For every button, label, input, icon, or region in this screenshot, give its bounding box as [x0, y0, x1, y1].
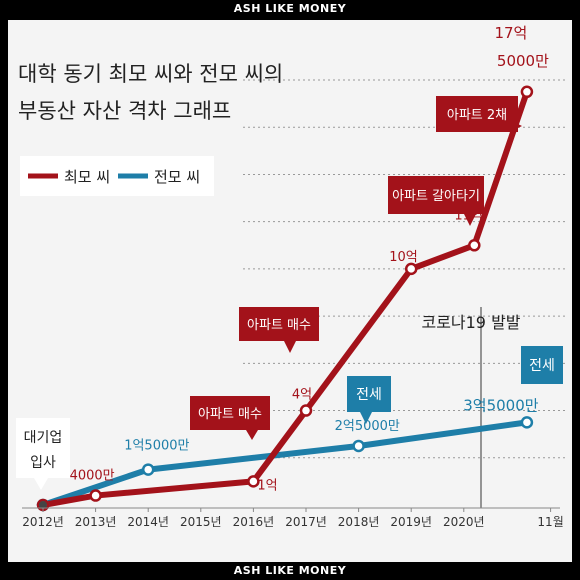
annotation-jeonse-nov-label: 전세 — [529, 358, 555, 374]
annotation-apt-buy-2016-pointer — [246, 430, 258, 440]
x-tick-label: 2020년 — [443, 515, 485, 529]
data-point-choi-3 — [299, 404, 313, 417]
x-axis: 2012년 2013년 2014년 2015년 2016년 2017년 2018년 2019년… — [22, 507, 564, 529]
legend: 최모 씨 전모 씨 — [20, 156, 214, 196]
top-banner: ASH LIKE MONEY — [0, 0, 580, 18]
data-point-start — [39, 501, 47, 509]
bottom-banner: ASH LIKE MONEY — [0, 562, 580, 580]
asset-gap-chart: 대학 동기 최모 씨와 전모 씨의 부동산 자산 격차 그래프 최모 씨 전모 … — [16, 24, 568, 529]
x-tick-label: 2017년 — [285, 515, 327, 529]
annotation-apt-two-box — [436, 96, 518, 132]
value-label-jeon-2014: 1억5000만 — [124, 439, 189, 454]
data-point-choi-4 — [404, 262, 418, 276]
x-tick-label: 2018년 — [338, 515, 380, 529]
annotation-apt-switch-box — [388, 176, 484, 214]
annotation-jeonse-2018-pointer — [360, 412, 372, 424]
annotation-apt-switch: 아파트 갈아타기 — [388, 176, 484, 226]
annotation-apt-two: 아파트 2채 — [436, 96, 522, 132]
annotation-jeonse-2018-label: 전세 — [356, 387, 382, 403]
data-point-jeon-3 — [520, 416, 534, 429]
legend-label-jeon: 전모 씨 — [154, 168, 200, 186]
value-label-choi-2017: 4억 — [292, 388, 312, 403]
data-point-choi-6 — [520, 85, 534, 99]
annotation-apt-two-pointer — [510, 120, 522, 132]
x-tick-label: 11월 — [537, 515, 563, 529]
annotation-apt-two-label: 아파트 2채 — [447, 108, 507, 123]
annotation-apt-buy-2016: 아파트 매수 — [190, 396, 270, 440]
annotation-jeonse-nov: 전세 — [521, 346, 563, 384]
chart-title-line-2: 부동산 자산 격차 그래프 — [18, 99, 231, 123]
x-tick-label: 2013년 — [75, 515, 117, 529]
annotation-apt-buy-2017: 아파트 매수 — [239, 307, 319, 353]
series-line-jeon — [42, 419, 528, 508]
value-label-choi-2019: 10억 — [389, 250, 418, 265]
data-point-choi-1 — [89, 489, 102, 502]
value-label-choi-2016: 1억 — [257, 478, 277, 493]
annotation-apt-buy-2017-pointer — [284, 341, 296, 353]
annotation-hire-line-1: 대기업 — [24, 430, 63, 446]
annotation-apt-buy-2017-box — [239, 307, 319, 341]
data-point-choi-2 — [247, 475, 260, 488]
annotation-hire-line-2: 입사 — [30, 455, 56, 471]
x-tick-label: 2012년 — [22, 515, 64, 529]
annotation-jeonse-2018-box — [347, 376, 391, 412]
data-point-jeon-1 — [141, 463, 155, 476]
series-layer — [36, 85, 534, 512]
annotation-apt-switch-pointer — [464, 214, 476, 226]
x-tick-label: 2014년 — [127, 515, 169, 529]
annotation-apt-buy-2016-label: 아파트 매수 — [198, 407, 262, 422]
annotation-jeonse-nov-box — [521, 346, 563, 384]
annotation-covid-label: 코로나19 발발 — [421, 313, 520, 332]
series-line-choi — [42, 90, 530, 508]
value-label-choi-2013: 4000만 — [70, 469, 115, 484]
legend-label-choi: 최모 씨 — [64, 168, 110, 186]
annotation-apt-buy-2017-label: 아파트 매수 — [247, 318, 311, 333]
annotation-hire-pointer — [34, 478, 48, 490]
value-label-choi-nov-2: 5000만 — [497, 52, 549, 70]
value-label-jeon-2018: 2억5000만 — [335, 419, 400, 434]
value-label-jeon-nov: 3억5000만 — [463, 396, 539, 414]
x-tick-label: 2019년 — [390, 515, 432, 529]
data-point-jeon-2 — [352, 439, 365, 453]
chart-title-line-1: 대학 동기 최모 씨와 전모 씨의 — [18, 62, 283, 86]
chart-panel: 대학 동기 최모 씨와 전모 씨의 부동산 자산 격차 그래프 최모 씨 전모 … — [8, 20, 572, 562]
value-label-choi-nov: 17억 — [494, 24, 527, 42]
annotation-jeonse-2018: 전세 — [347, 376, 391, 424]
annotation-hire-box — [16, 418, 70, 478]
data-point-choi-5 — [468, 239, 481, 252]
x-tick-label: 2016년 — [233, 515, 275, 529]
annotation-hire: 대기업 입사 — [16, 418, 70, 490]
annotation-apt-buy-2016-box — [190, 396, 270, 430]
annotation-apt-switch-label: 아파트 갈아타기 — [392, 189, 480, 204]
x-tick-label: 2015년 — [180, 515, 222, 529]
